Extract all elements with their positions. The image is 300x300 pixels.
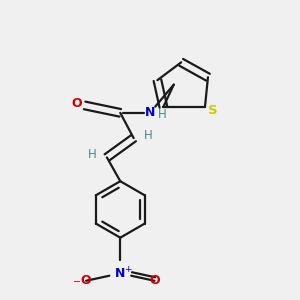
Text: N: N (115, 267, 125, 280)
Text: H: H (158, 107, 167, 121)
Text: O: O (149, 274, 160, 287)
Text: H: H (143, 129, 152, 142)
Text: O: O (81, 274, 92, 287)
Text: N: N (145, 106, 155, 119)
Text: +: + (124, 265, 132, 274)
Text: H: H (88, 148, 97, 161)
Text: S: S (208, 104, 218, 117)
Text: −: − (73, 277, 81, 287)
Text: O: O (71, 97, 82, 110)
